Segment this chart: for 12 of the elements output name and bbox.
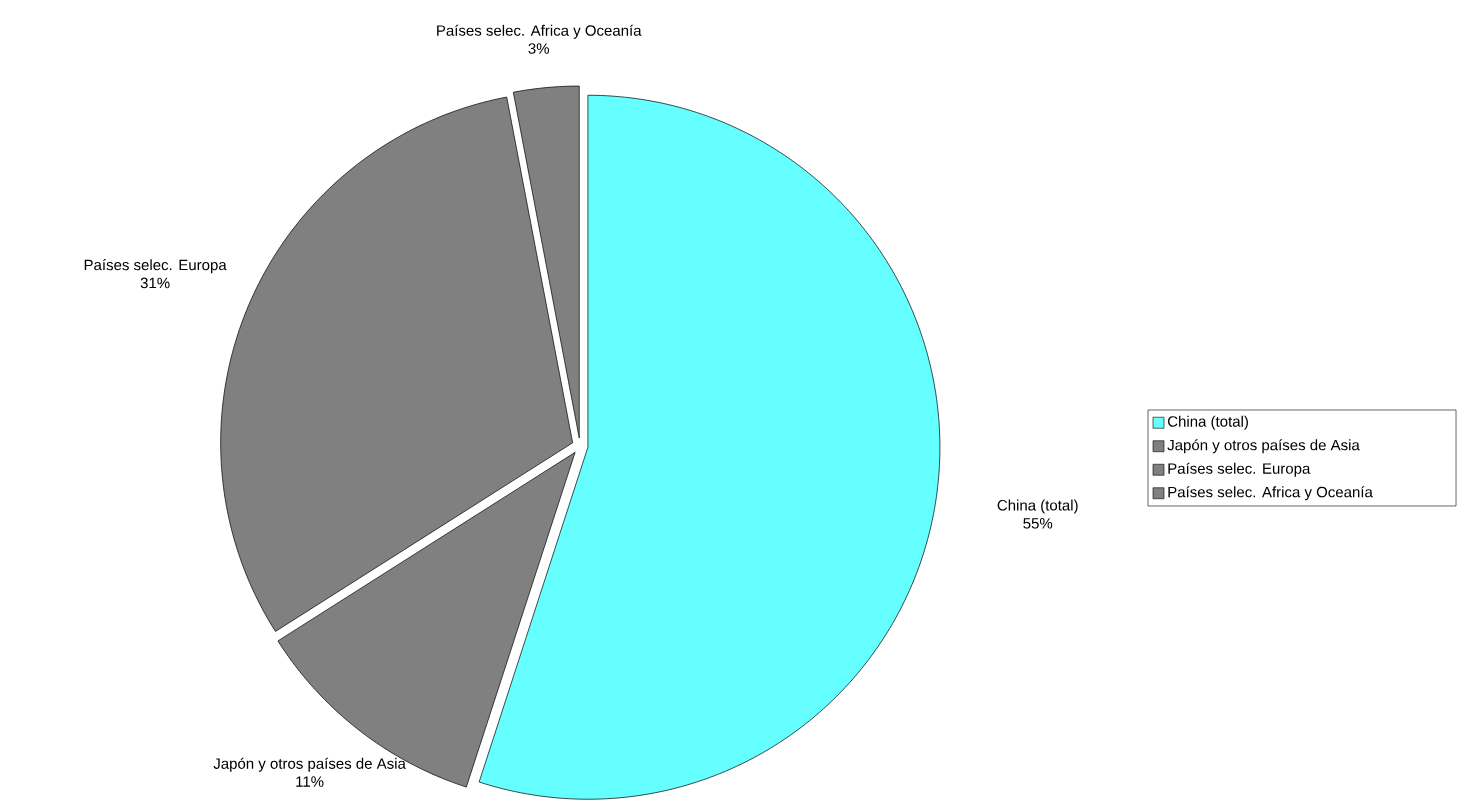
data-label: 55%	[1023, 518, 1053, 529]
slice-label: Japón y otros países de Asia	[213, 757, 406, 772]
data-label: 11%	[296, 776, 324, 787]
slice-label: Países selec. Africa y Oceanía	[437, 24, 642, 39]
slice-label: China (total)	[997, 499, 1078, 514]
legend-label: Países selec. Europa	[1168, 462, 1311, 477]
legend-label: China (total)	[1167, 415, 1248, 430]
slice-label: Países selec. Europa	[84, 259, 227, 274]
legend-label: Japón y otros países de Asia	[1167, 439, 1360, 454]
data-label: 31%	[140, 277, 170, 289]
data-label: 3%	[528, 43, 550, 54]
legend-label: Países selec. Africa y Oceanía	[1168, 486, 1373, 501]
